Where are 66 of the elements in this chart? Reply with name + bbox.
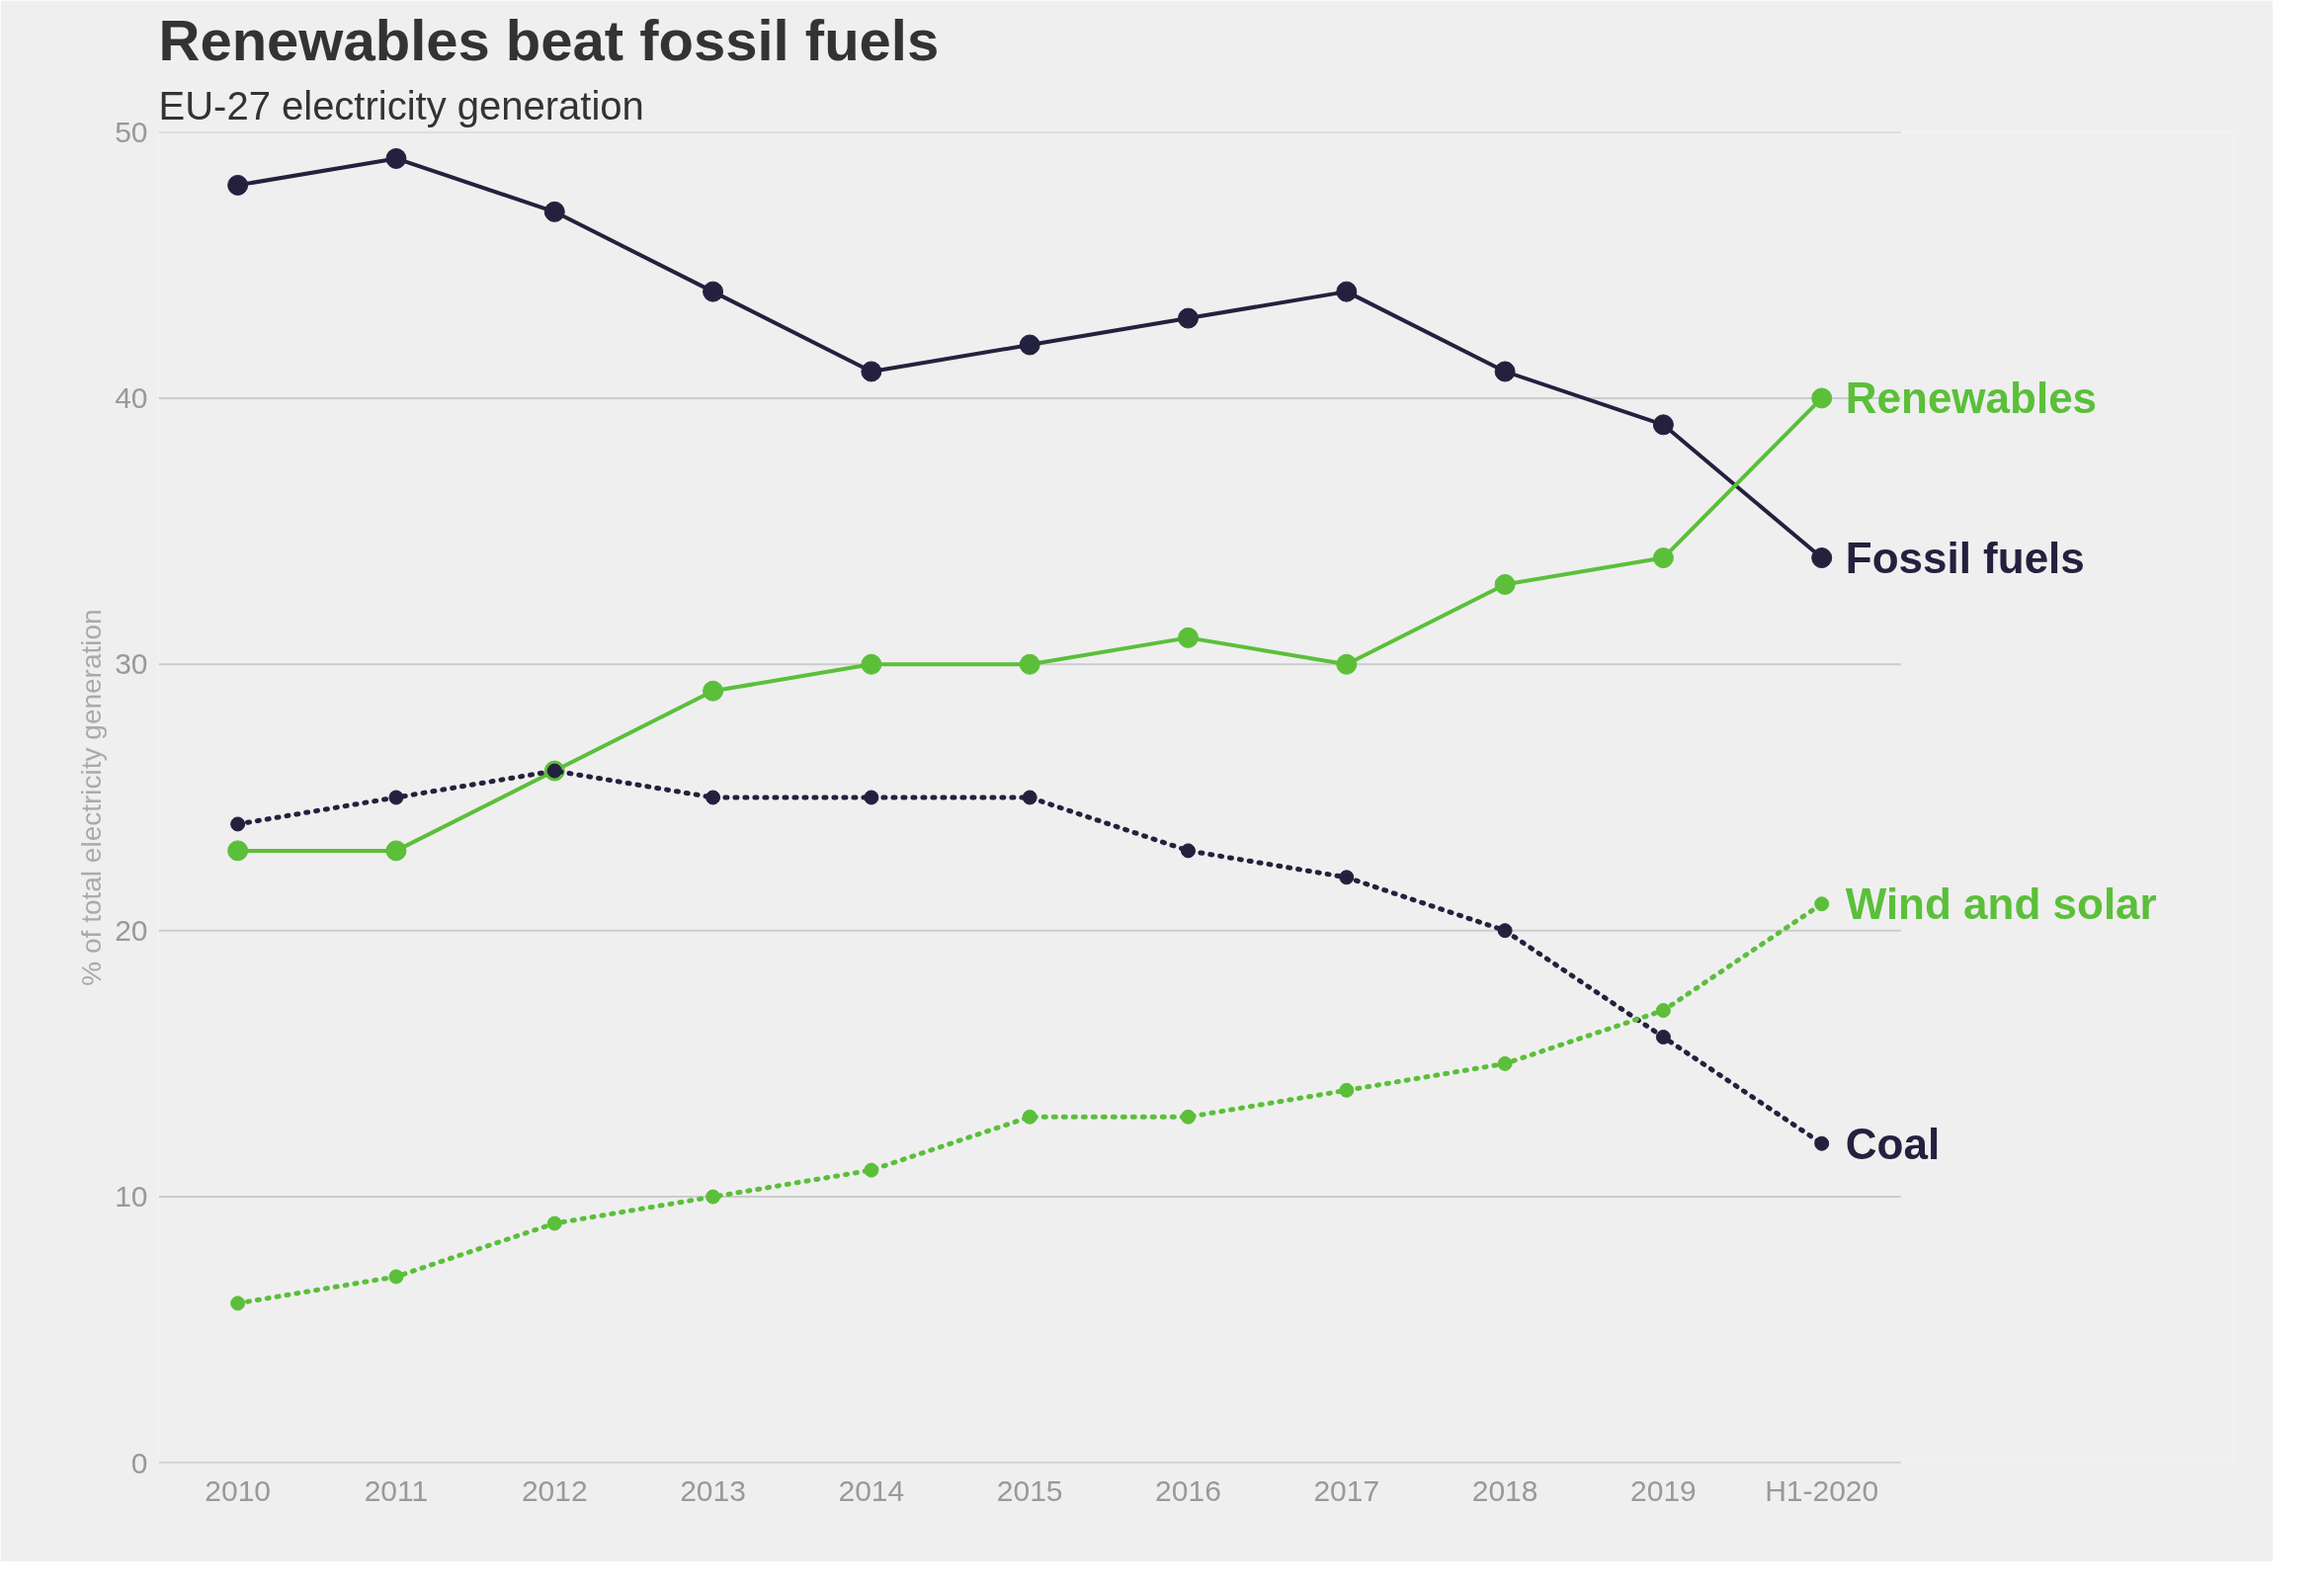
- point: [864, 1162, 879, 1178]
- y-tick-label: 30: [115, 647, 148, 681]
- point: [543, 201, 565, 222]
- point: [1177, 627, 1199, 648]
- point: [230, 816, 246, 832]
- point: [1336, 281, 1358, 302]
- point: [385, 147, 407, 169]
- y-tick-label: 10: [115, 1180, 148, 1213]
- point: [861, 361, 882, 382]
- x-tick-label: 2010: [205, 1473, 272, 1507]
- x-tick-label: 2014: [838, 1473, 905, 1507]
- point: [703, 680, 724, 702]
- y-axis-title: % of total electricity generation: [76, 609, 108, 986]
- chart-subtitle: EU-27 electricity generation: [158, 83, 644, 127]
- x-tick-label: 2016: [1155, 1473, 1221, 1507]
- point: [546, 1215, 562, 1231]
- point: [1655, 1029, 1671, 1045]
- point: [1339, 870, 1355, 885]
- point: [1814, 1135, 1830, 1151]
- chart-title: Renewables beat fossil fuels: [158, 7, 940, 72]
- x-tick-label: 2013: [680, 1473, 746, 1507]
- series-label: Coal: [1845, 1119, 1941, 1168]
- y-tick-label: 50: [115, 115, 148, 148]
- point: [1336, 653, 1358, 675]
- point: [1497, 1055, 1513, 1071]
- point: [1022, 1109, 1038, 1125]
- point: [1494, 361, 1516, 382]
- x-tick-label: 2019: [1630, 1473, 1697, 1507]
- point: [703, 281, 724, 302]
- point: [1494, 574, 1516, 595]
- point: [1022, 790, 1038, 805]
- point: [1339, 1082, 1355, 1098]
- point: [706, 790, 721, 805]
- x-tick-label: 2012: [521, 1473, 588, 1507]
- point: [227, 174, 249, 196]
- point: [1652, 414, 1674, 436]
- point: [1497, 923, 1513, 939]
- point: [388, 1269, 404, 1285]
- point: [1177, 307, 1199, 329]
- series-label: Fossil fuels: [1845, 534, 2085, 583]
- x-tick-label: 2018: [1471, 1473, 1538, 1507]
- y-tick-label: 40: [115, 380, 148, 414]
- series-label: Renewables: [1845, 374, 2098, 423]
- x-tick-label: 2017: [1313, 1473, 1380, 1507]
- point: [227, 840, 249, 862]
- point: [1180, 1109, 1196, 1125]
- point: [1180, 843, 1196, 859]
- point: [1811, 547, 1833, 569]
- x-tick-label: 2011: [364, 1473, 429, 1507]
- y-tick-label: 20: [115, 913, 148, 947]
- point: [388, 790, 404, 805]
- point: [864, 790, 879, 805]
- series-label: Wind and solar: [1845, 879, 2157, 929]
- x-tick-label: H1-2020: [1765, 1473, 1879, 1507]
- point: [1019, 334, 1040, 356]
- point: [1655, 1003, 1671, 1019]
- point: [385, 840, 407, 862]
- x-tick-label: 2015: [996, 1473, 1063, 1507]
- point: [1019, 653, 1040, 675]
- point: [1811, 387, 1833, 409]
- point: [1652, 547, 1674, 569]
- point: [861, 653, 882, 675]
- y-tick-label: 0: [130, 1446, 148, 1479]
- point: [706, 1189, 721, 1205]
- point: [230, 1296, 246, 1311]
- point: [1814, 896, 1830, 912]
